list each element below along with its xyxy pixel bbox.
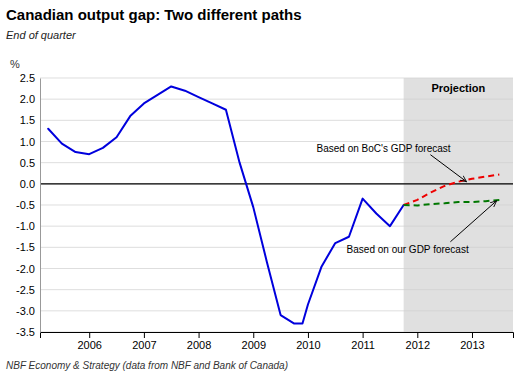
y-tick-label: -1.0 (16, 220, 35, 232)
x-tick: 2007 (132, 332, 156, 351)
y-tick: -0.5 (16, 199, 40, 211)
x-tick: 2010 (296, 332, 320, 351)
subtitle: End of quarter (6, 29, 77, 41)
title: Canadian output gap: Two different paths (6, 6, 302, 23)
grid-line (40, 268, 513, 269)
x-tick-mark (472, 332, 473, 338)
x-tick-label: 2007 (132, 339, 156, 351)
annotations: Based on BoC's GDP forecast Based on our … (317, 143, 497, 255)
y-tick-label: 2.5 (20, 72, 35, 84)
annotation-text: Based on BoC's GDP forecast (317, 143, 451, 154)
y-tick: 0.5 (20, 157, 40, 169)
projection-label: Projection (431, 82, 485, 94)
grid-line (40, 99, 513, 100)
y-tick: 1.5 (20, 114, 40, 126)
y-tick: -3.5 (16, 326, 40, 338)
y-axis: -3.5 -3.0 -2.5 -2.0 -1.5 -1.0 -0.5 0.0 0.5 1.0 1.5… (16, 72, 40, 338)
footer: NBF Economy & Strategy (data from NBF an… (6, 360, 288, 371)
y-tick: -1.5 (16, 241, 40, 253)
grid (40, 78, 513, 332)
x-tick-mark (89, 332, 90, 338)
x-axis-line (41, 333, 514, 339)
y-tick-label: -1.5 (16, 241, 35, 253)
x-tick: 2011 (351, 332, 375, 351)
x-tick-mark (363, 332, 364, 338)
y-tick: -1.0 (16, 220, 40, 232)
x-tick: 2009 (242, 332, 266, 351)
x-tick-label: 2012 (406, 339, 430, 351)
y-tick-label: -0.5 (16, 199, 35, 211)
y-tick-label: -3.5 (16, 326, 35, 338)
x-tick: 2006 (77, 332, 101, 351)
y-tick: 0.0 (20, 178, 40, 190)
y-tick: 2.0 (20, 93, 40, 105)
x-tick-label: 2013 (460, 339, 484, 351)
x-tick-label: 2008 (187, 339, 211, 351)
x-tick-mark (253, 332, 254, 338)
zero-line (40, 183, 513, 184)
y-axis-line (40, 79, 41, 333)
grid-line (40, 310, 513, 311)
series-line (48, 86, 403, 323)
annotation-text: Based on our GDP forecast (347, 244, 469, 255)
y-tick-label: -3.0 (16, 305, 35, 317)
x-tick-label: 2009 (242, 339, 266, 351)
grid-line (40, 226, 513, 227)
x-tick-label: 2011 (351, 339, 375, 351)
y-tick: -2.0 (16, 263, 40, 275)
annotation-arrow (430, 155, 466, 182)
y-tick-label: -2.5 (16, 284, 35, 296)
y-tick: -2.5 (16, 284, 40, 296)
x-tick: 2008 (187, 332, 211, 351)
y-tick: -3.0 (16, 305, 40, 317)
grid-line (40, 205, 513, 206)
lines (48, 86, 499, 323)
x-axis: 2006 2007 2008 2009 2010 2011 2012 2013 (41, 332, 514, 351)
grid-line (40, 289, 513, 290)
y-axis-label: % (10, 58, 20, 70)
y-tick-label: -2.0 (16, 263, 35, 275)
y-tick: 2.5 (20, 72, 40, 84)
annotation-arrow (450, 201, 496, 242)
grid-line (40, 120, 513, 121)
x-tick-label: 2006 (77, 339, 101, 351)
y-tick-label: 0.0 (20, 178, 35, 190)
y-tick: 1.0 (20, 136, 40, 148)
x-tick-label: 2010 (296, 339, 320, 351)
y-tick-label: 1.0 (20, 136, 35, 148)
y-tick-label: 1.5 (20, 114, 35, 126)
grid-line (40, 78, 513, 79)
series-line (404, 175, 500, 205)
x-tick-mark (417, 332, 418, 338)
x-tick: 2012 (406, 332, 430, 351)
x-tick-mark (199, 332, 200, 338)
x-tick: 2013 (460, 332, 484, 351)
y-tick-label: 0.5 (20, 157, 35, 169)
chart: Canadian output gap: Two different paths… (0, 0, 527, 374)
x-tick-mark (144, 332, 145, 338)
grid-line (40, 183, 513, 184)
y-tick-label: 2.0 (20, 93, 35, 105)
x-tick-mark (308, 332, 309, 338)
series-line (404, 200, 500, 206)
